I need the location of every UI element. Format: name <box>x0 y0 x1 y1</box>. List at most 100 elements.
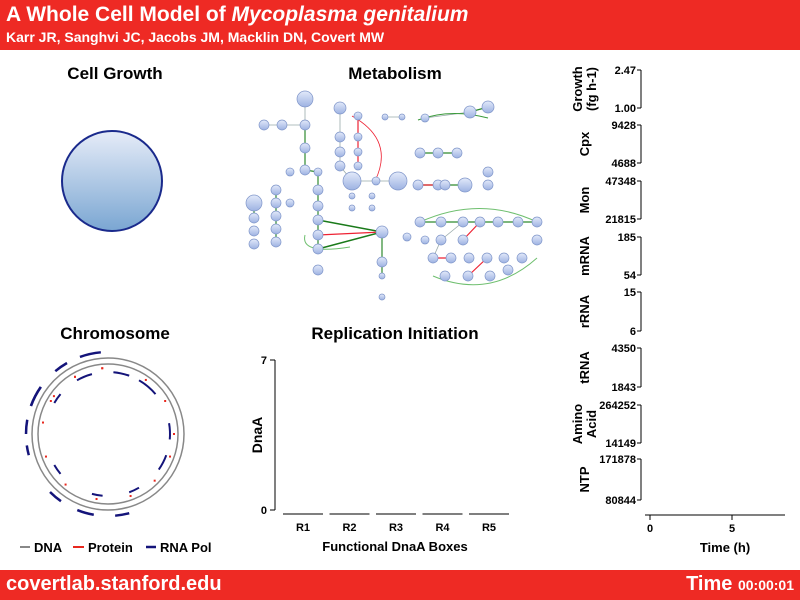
header-bar: A Whole Cell Model of Mycoplasma genital… <box>0 0 800 50</box>
metabolite-node <box>353 132 363 142</box>
metabolite-node <box>312 264 324 276</box>
legend-dna-label: DNA <box>34 540 63 555</box>
metabolite-node <box>334 160 346 172</box>
ts-label-mon: Mon <box>577 187 592 214</box>
ts-x-axis-label: Time (h) <box>700 540 750 555</box>
metabolite-node <box>474 216 486 228</box>
metabolite-node <box>248 238 260 250</box>
metabolite-node <box>245 194 263 212</box>
metabolite-node <box>333 101 347 115</box>
rep-x-tick-label-r2: R2 <box>342 522 356 534</box>
footer-bar: covertlab.stanford.edu Time 00:00:01 <box>0 570 800 600</box>
metabolite-node <box>285 167 295 177</box>
metabolite-node <box>484 270 496 282</box>
rep-y-tick-label-top: 7 <box>261 355 267 367</box>
ts-ymax-mrna: 185 <box>618 232 636 244</box>
metabolite-node <box>439 179 451 191</box>
ts-ymax-rrna: 15 <box>624 287 636 299</box>
page-title: A Whole Cell Model of Mycoplasma genital… <box>6 3 468 27</box>
metabolite-node <box>312 214 324 226</box>
protein-mark-5 <box>173 433 175 435</box>
rnapol-inner-7 <box>76 373 93 382</box>
ts-label-mrna: mRNA <box>577 236 592 276</box>
ts-ymax-mon: 47348 <box>605 176 636 188</box>
ts-x-tick-label-5: 5 <box>729 523 735 535</box>
metabolite-node <box>498 252 510 264</box>
protein-mark-11 <box>44 455 47 458</box>
metabolite-node <box>457 216 469 228</box>
ts-label-amino-acid-line1: Amino <box>570 404 585 445</box>
rnapol-outer-5 <box>49 491 62 503</box>
ts-label-trna: tRNA <box>577 351 592 384</box>
ts-label-growth-fg-h-1-line1: Growth <box>570 66 585 112</box>
metab-edge-gray-13 <box>424 111 471 119</box>
metabolite-node <box>342 171 362 191</box>
rnapol-inner-4 <box>91 492 103 497</box>
protein-mark-14 <box>74 375 76 378</box>
sim-time: Time 00:00:01 <box>686 573 794 596</box>
ts-ymin-rrna: 6 <box>630 326 636 338</box>
metabolite-node <box>435 234 447 246</box>
metabolite-node <box>435 216 447 228</box>
metabolite-node <box>312 200 324 212</box>
ts-ymin-trna: 1843 <box>612 382 636 394</box>
lab-url-link[interactable]: covertlab.stanford.edu <box>6 573 222 595</box>
metabolite-node <box>258 119 270 131</box>
rnapol-inner-8 <box>113 371 130 377</box>
cell-shape <box>61 130 163 232</box>
protein-mark-3 <box>144 378 147 381</box>
metabolite-node <box>312 229 324 241</box>
ts-ymin-mrna: 54 <box>624 270 637 282</box>
metabolite-node <box>312 184 324 196</box>
metabolite-node <box>353 161 363 171</box>
metabolite-node <box>427 252 439 264</box>
metabolite-node <box>296 90 314 108</box>
metabolism-title: Metabolism <box>348 64 442 83</box>
metabolite-node <box>414 147 426 159</box>
metabolite-node <box>378 293 386 301</box>
rnapol-outer-7 <box>76 508 94 516</box>
metabolite-node <box>248 212 260 224</box>
metabolite-node <box>368 192 376 200</box>
metabolite-node <box>334 146 346 158</box>
metabolite-node <box>414 216 426 228</box>
metabolite-node <box>463 105 477 119</box>
rnapol-inner-2 <box>157 454 168 471</box>
metabolite-node <box>270 210 282 222</box>
protein-mark-15 <box>101 367 104 370</box>
rnapol-inner-0 <box>138 379 157 395</box>
metab-curve-3 <box>351 115 382 182</box>
ts-label-ntp: NTP <box>577 466 592 492</box>
protein-mark-13 <box>52 395 55 398</box>
metabolite-node <box>270 184 282 196</box>
metab-edge-red-3 <box>317 231 383 236</box>
metabolite-node <box>451 147 463 159</box>
ts-label-amino-acid-line2: Acid <box>584 410 599 438</box>
metabolite-node <box>398 113 406 121</box>
metabolite-node <box>462 270 474 282</box>
metabolite-node <box>299 142 311 154</box>
ts-label-growth-fg-h-1-line2: (fg h-1) <box>584 67 599 111</box>
metabolite-node <box>381 113 389 121</box>
metabolite-node <box>482 166 494 178</box>
protein-mark-9 <box>95 497 98 500</box>
rep-x-tick-label-r3: R3 <box>389 522 403 534</box>
metabolite-node <box>463 252 475 264</box>
metabolite-node <box>368 204 376 212</box>
ts-ymin-amino-acid: 14149 <box>605 438 636 450</box>
metabolite-node <box>348 204 356 212</box>
rnapol-outer-3 <box>24 419 29 435</box>
chromosome-title: Chromosome <box>60 324 170 343</box>
title-prefix: A Whole Cell Model of <box>6 3 232 26</box>
cell-growth-title: Cell Growth <box>67 64 163 83</box>
metabolite-node <box>481 252 493 264</box>
ts-ymin-ntp: 80844 <box>605 495 636 507</box>
ts-label-cpx: Cpx <box>577 131 592 156</box>
metabolite-node <box>312 243 324 255</box>
sim-time-label: Time <box>686 573 733 595</box>
